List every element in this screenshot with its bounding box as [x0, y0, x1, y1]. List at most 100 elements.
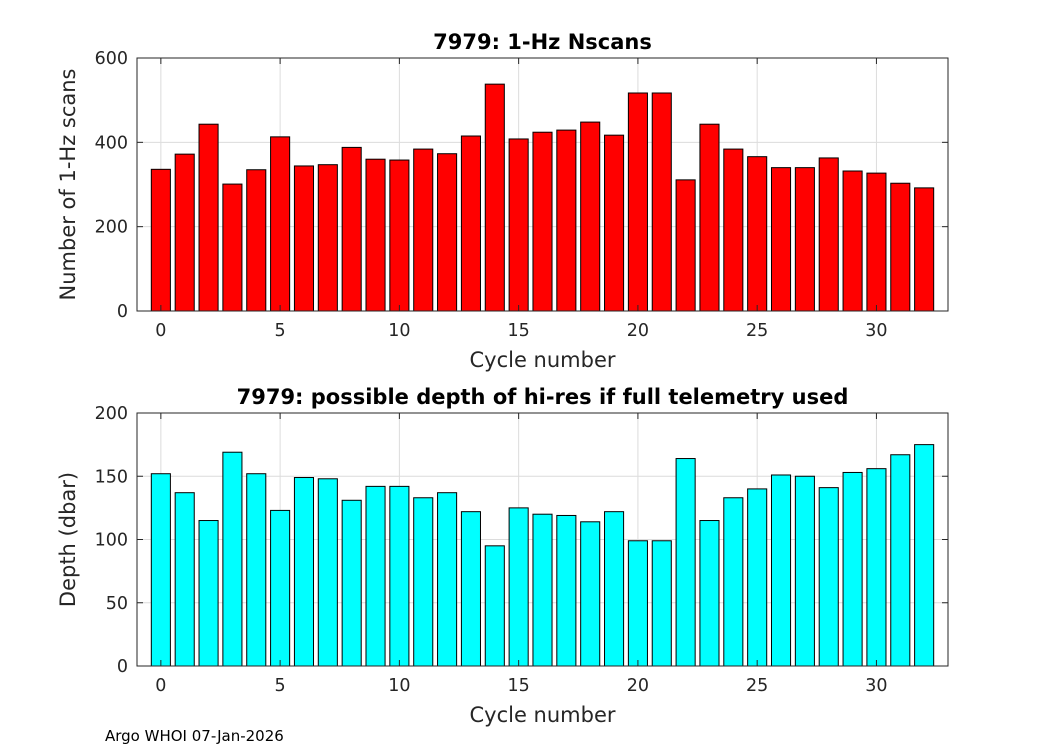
top-chart-bar: [890, 182, 911, 312]
bottom-chart-bar: [747, 488, 768, 667]
top-chart-bar: [437, 153, 458, 312]
bottom-chart-bar: [174, 492, 195, 667]
top-chart-bar: [293, 165, 315, 312]
bottom-chart-bar: [270, 509, 291, 667]
bottom-chart-bar: [437, 492, 458, 667]
top-chart-bar: [174, 153, 195, 312]
top-chart-bar: [484, 83, 505, 312]
top-chart-bar: [699, 123, 720, 312]
top-chart-bar: [508, 138, 529, 312]
bottom-chart-bar: [222, 451, 243, 667]
top-chart-bar: [794, 167, 815, 312]
bottom-chart-y-tick-label: 0: [117, 657, 128, 677]
bottom-chart-bar: [389, 485, 410, 667]
bottom-chart-x-tick-label: 5: [275, 676, 286, 696]
top-chart-bar: [365, 158, 386, 312]
bottom-chart-bar: [794, 475, 815, 667]
top-chart-bar: [341, 146, 362, 312]
top-chart-bar: [627, 92, 648, 312]
bottom-chart-x-tick-label: 15: [508, 676, 530, 696]
top-chart-bar: [532, 131, 553, 312]
top-chart-y-tick-label: 0: [117, 302, 128, 322]
bottom-chart-bar: [246, 473, 267, 667]
top-chart-bar: [222, 183, 243, 312]
top-chart-bar: [866, 172, 887, 312]
bottom-chart-y-tick-label: 100: [95, 531, 128, 551]
bottom-chart-x-axis-label: Cycle number: [469, 703, 615, 727]
bottom-chart-bar: [818, 487, 839, 667]
top-chart-x-tick-label: 15: [508, 321, 530, 341]
top-chart-bar: [246, 169, 267, 312]
top-chart-y-tick-label: 400: [95, 133, 128, 153]
bottom-chart-bar: [460, 511, 481, 667]
top-chart-y-axis-label: Number of 1-Hz scans: [56, 69, 80, 301]
bottom-chart-bar: [651, 540, 672, 667]
top-chart: 0 5 10 15 20 25 30 0 200 400 600 7979: 1-Hz Nscans…: [56, 30, 949, 372]
bottom-chart-bar: [413, 497, 434, 667]
top-chart-bar: [723, 148, 744, 312]
top-chart-x-axis-label: Cycle number: [469, 348, 615, 372]
top-chart-x-tick-label: 20: [627, 321, 649, 341]
bottom-chart-bar: [365, 485, 386, 667]
top-chart-frame: [136, 57, 949, 312]
top-chart-bar: [675, 179, 696, 312]
bottom-chart-y-axis-label: Depth (dbar): [56, 472, 80, 607]
bottom-chart-x-tick-label: 30: [865, 676, 887, 696]
bottom-chart-y-tick-label: 150: [95, 467, 128, 487]
bottom-chart-bar: [317, 478, 338, 667]
bottom-chart-bar: [675, 458, 696, 667]
bottom-chart-bar: [508, 507, 529, 667]
bottom-chart-y-tick-label: 200: [95, 404, 128, 424]
top-chart-bar: [413, 148, 434, 312]
top-chart-y-tick-label: 200: [95, 218, 128, 238]
bottom-chart-bar: [341, 499, 362, 667]
bottom-chart-bar: [532, 513, 553, 667]
bottom-chart-bar: [150, 473, 171, 667]
top-chart-bar: [770, 167, 792, 312]
top-chart-bar: [842, 170, 863, 312]
footer-text: Argo WHOI 07-Jan-2026: [105, 727, 284, 745]
top-chart-bar: [604, 134, 625, 312]
bottom-chart-x-tick-label: 20: [627, 676, 649, 696]
top-chart-bar: [914, 187, 935, 312]
top-chart-x-tick-label: 25: [746, 321, 768, 341]
top-chart-y-tick-label: 600: [95, 49, 128, 69]
bottom-chart-bar: [627, 540, 648, 667]
bottom-chart-x-tick-label: 10: [388, 676, 410, 696]
top-chart-bar: [460, 135, 481, 312]
top-chart-bar: [198, 123, 219, 312]
top-chart-x-tick-label: 0: [155, 321, 166, 341]
bottom-chart-bar: [198, 520, 219, 667]
bottom-chart-x-tick-label: 0: [155, 676, 166, 696]
bottom-chart-x-tick-label: 25: [746, 676, 768, 696]
bottom-chart-y-tick-label: 50: [106, 594, 128, 614]
top-chart-x-tick-label: 30: [865, 321, 887, 341]
bottom-chart-bar: [723, 497, 744, 667]
top-chart-bar: [389, 159, 410, 312]
bottom-chart-bar: [842, 471, 863, 667]
bottom-chart-bar: [556, 514, 577, 667]
top-chart-bar: [556, 129, 577, 312]
top-chart-x-tick-label: 5: [275, 321, 286, 341]
bottom-chart-bar: [914, 444, 935, 667]
top-chart-title: 7979: 1-Hz Nscans: [433, 30, 652, 54]
top-chart-bar: [150, 168, 171, 312]
bottom-chart-bar: [604, 511, 625, 667]
top-chart-bar: [580, 121, 601, 312]
bottom-chart-bar: [866, 468, 887, 667]
bottom-chart-bar: [484, 545, 505, 667]
top-chart-bar: [651, 92, 672, 312]
top-chart-x-tick-label: 10: [388, 321, 410, 341]
top-chart-bar: [818, 157, 839, 312]
bottom-chart-title: 7979: possible depth of hi-res if full t…: [237, 385, 849, 409]
top-chart-bar: [747, 156, 768, 312]
bottom-chart-bar: [770, 474, 792, 667]
bottom-chart-bar: [890, 454, 911, 667]
top-chart-bar: [270, 136, 291, 312]
bottom-chart-bar: [699, 520, 720, 667]
bottom-chart-bar: [293, 477, 315, 667]
bottom-chart: 0 5 10 15 20 25 30 0 50 100 150 200 7979: possible …: [56, 385, 949, 727]
bottom-chart-bar: [580, 521, 601, 667]
top-chart-bar: [317, 164, 338, 312]
